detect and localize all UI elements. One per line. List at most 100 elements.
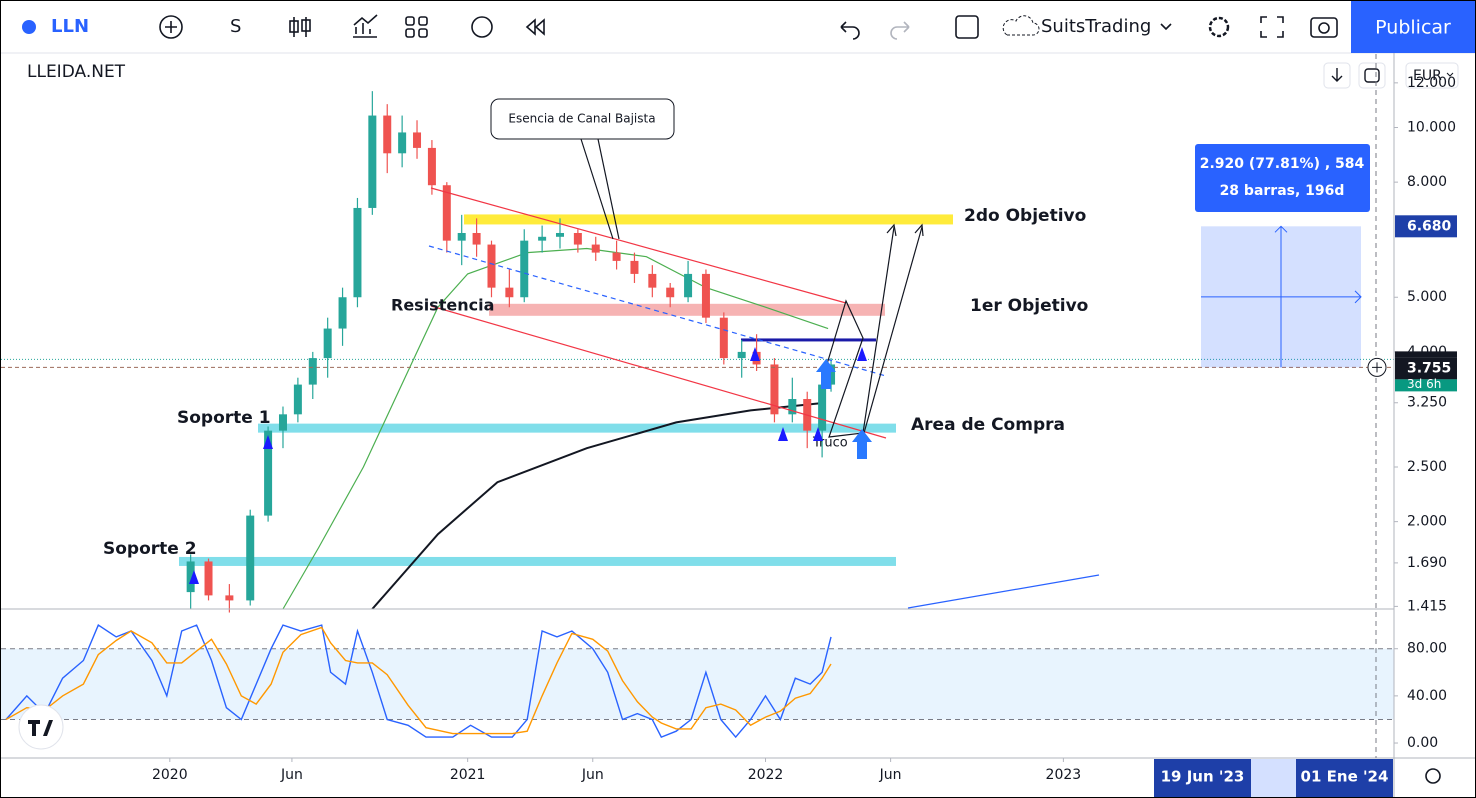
price-label-bg [1395, 351, 1457, 358]
candle-body [520, 240, 529, 298]
candle-body [264, 430, 273, 516]
candle-body [770, 364, 779, 415]
arrow-markers [816, 359, 872, 459]
y-tick-label: 12.000 [1407, 75, 1456, 91]
callout: Esencia de Canal Bajista [508, 112, 655, 126]
price-label: 6.680 [1407, 218, 1452, 234]
y-tick-label: 2.000 [1407, 514, 1447, 530]
plot-area [1, 91, 1394, 739]
indicators-icon[interactable] [353, 14, 378, 38]
level-zone [741, 338, 876, 342]
moving-average [282, 247, 829, 610]
cloud-icon [1002, 15, 1040, 36]
screenshot-icon[interactable] [1310, 17, 1338, 38]
replay-icon[interactable] [525, 18, 545, 36]
candle-body [457, 232, 466, 241]
candle-body [278, 414, 287, 431]
x-tick-label: Jun [581, 767, 604, 783]
layout-icon[interactable] [955, 15, 979, 39]
price-label-bg [1395, 215, 1457, 238]
candles-icon-b [301, 19, 311, 32]
y-tick-label: 0.00 [1407, 735, 1438, 751]
candle-body [573, 232, 582, 245]
level-label: Soporte 1 [177, 408, 271, 428]
date-label: 01 Ene '24 [1301, 768, 1389, 786]
candle-body [612, 252, 621, 261]
add-icon[interactable] [159, 15, 183, 39]
date-label-bg [1154, 759, 1251, 797]
moving-average [371, 401, 826, 610]
price-label: 3.755 [1407, 360, 1451, 376]
note: Resistencia [391, 296, 494, 315]
date-label-bg [1296, 759, 1393, 797]
candle-body [827, 364, 836, 385]
dropdown-icon[interactable] [1160, 23, 1172, 31]
level-zone [258, 423, 896, 433]
tv-logo[interactable] [18, 704, 64, 750]
reset-button[interactable] [1358, 62, 1386, 89]
candle-body [666, 287, 675, 298]
candle-body [308, 358, 317, 385]
candle-body [293, 384, 302, 415]
candle-body [591, 244, 600, 253]
watermark: LLEIDA.NET [27, 62, 126, 82]
currency-button[interactable] [1405, 62, 1459, 89]
x-tick-label: 2022 [748, 767, 784, 783]
x-tick-label: Jun [879, 767, 902, 783]
candle-body [353, 207, 362, 298]
candle-body [204, 561, 213, 596]
drawings [428, 138, 1100, 609]
level-zone [464, 214, 953, 225]
y-tick-label: 1.415 [1407, 598, 1447, 614]
redo-icon[interactable] [890, 21, 910, 40]
fullscreen-icon[interactable] [1260, 16, 1284, 38]
publish-button[interactable] [1351, 1, 1475, 53]
symbol[interactable]: LLN [51, 16, 89, 37]
date-range [1251, 759, 1296, 797]
undo-icon[interactable] [840, 21, 860, 40]
measure-text: 2.920 (77.81%) , 584 [1200, 156, 1365, 172]
level-zone [489, 303, 885, 316]
measure-arrows [1201, 225, 1362, 368]
y-tick-label: 8.000 [1407, 174, 1447, 190]
settings-icon[interactable] [1208, 16, 1230, 38]
candle-body [538, 236, 547, 241]
level-label: 1er Objetivo [970, 296, 1088, 316]
interval[interactable]: S [230, 16, 241, 37]
y-tick-label: 40.00 [1407, 688, 1447, 704]
crosshair-plus [1372, 362, 1382, 373]
y-tick-label: 5.000 [1407, 289, 1447, 305]
candle-body [338, 297, 347, 329]
y-tick-label: 80.00 [1407, 641, 1447, 657]
callout-box [490, 98, 675, 140]
y-tick-label: 2.500 [1407, 459, 1447, 475]
candle-body [555, 232, 564, 237]
measure-tooltip [1195, 144, 1370, 212]
stochastic-line [5, 624, 832, 739]
x-tick-label: 2020 [152, 767, 188, 783]
signal-markers [189, 347, 867, 584]
axis-settings[interactable] [1425, 768, 1441, 784]
y-tick-label: 10.000 [1407, 119, 1456, 135]
candle-body [630, 260, 639, 274]
level-zone [179, 556, 896, 566]
price-label-bg [1395, 357, 1457, 380]
currency: EUR [1413, 68, 1442, 84]
y-tick-label: 1.690 [1407, 555, 1447, 571]
candle-body [246, 515, 255, 601]
alert-icon[interactable] [471, 16, 493, 38]
candle-body [788, 399, 797, 415]
countdown-bg [1395, 379, 1457, 392]
layout-name[interactable]: SuitsTrading [1041, 16, 1151, 37]
candle-body [472, 232, 481, 245]
templates-icon[interactable] [405, 16, 428, 38]
candle-body [648, 273, 657, 288]
stochastic-line [5, 626, 832, 735]
candles-icon[interactable] [289, 20, 299, 33]
band [1, 648, 1394, 720]
publish-label: Publicar [1375, 17, 1451, 39]
candle-body [737, 351, 746, 359]
note: Area de Compra [911, 415, 1065, 435]
